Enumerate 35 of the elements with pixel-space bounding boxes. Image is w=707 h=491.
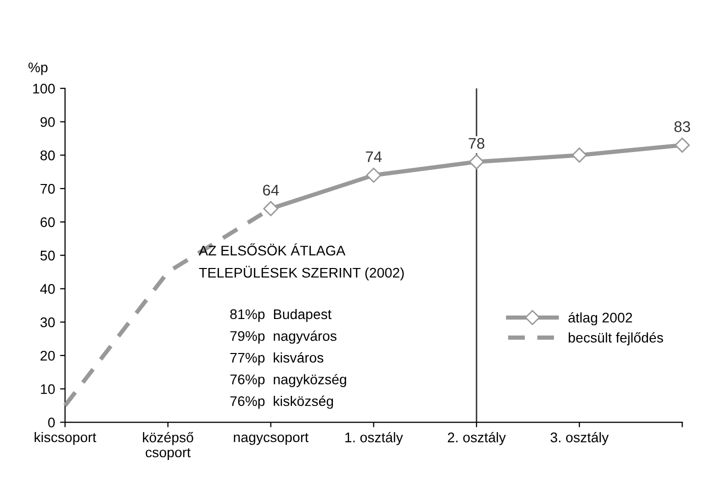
x-tick-label: középső csoport bbox=[142, 432, 194, 460]
y-tick-label: 50 bbox=[40, 250, 55, 260]
legend-label: átlag 2002 bbox=[568, 312, 632, 326]
legend-label: becsült fejlődés bbox=[568, 332, 664, 346]
data-label: 74 bbox=[366, 151, 382, 162]
y-tick-label: 80 bbox=[40, 150, 55, 160]
data-label: 83 bbox=[674, 121, 690, 132]
x-tick-label: 2. osztály bbox=[448, 432, 506, 446]
y-tick-label: 40 bbox=[40, 284, 55, 294]
y-tick-label: 90 bbox=[40, 117, 55, 127]
y-tick-label: 30 bbox=[40, 317, 55, 328]
y-tick-label: 20 bbox=[40, 350, 55, 361]
annotation: 77%p kisváros bbox=[230, 352, 324, 366]
annotation: 76%p nagyközség bbox=[230, 374, 346, 388]
point bbox=[674, 138, 690, 153]
x-tick-label: kiscsoport bbox=[34, 432, 96, 445]
annotation: 76%p kisközség bbox=[230, 396, 333, 409]
y-tick-label: 70 bbox=[40, 184, 55, 194]
y-tick-label: 0 bbox=[48, 418, 55, 428]
point bbox=[366, 168, 382, 183]
data-label: 78 bbox=[468, 138, 484, 149]
x-tick-label: nagycsoport bbox=[234, 433, 309, 445]
x-tick-label: 3. osztály bbox=[550, 432, 609, 446]
point bbox=[468, 154, 484, 170]
annotation: 81%p Budapest bbox=[230, 308, 332, 322]
annotation: AZ ELSŐSÖK ÁTLAGA TELEPÜLÉSEK SZERINT (2002) bbox=[198, 243, 404, 280]
x-tick-label: 1. osztály bbox=[345, 432, 403, 446]
point bbox=[263, 201, 278, 216]
annotation: 79%p nagyváros bbox=[230, 330, 336, 344]
y-axis-title: %p bbox=[28, 62, 48, 76]
data-label: 64 bbox=[263, 184, 279, 196]
y-tick-label: 100 bbox=[33, 84, 55, 94]
point bbox=[572, 148, 587, 163]
y-tick-label: 10 bbox=[40, 384, 55, 394]
y-tick-label: 60 bbox=[40, 217, 55, 228]
